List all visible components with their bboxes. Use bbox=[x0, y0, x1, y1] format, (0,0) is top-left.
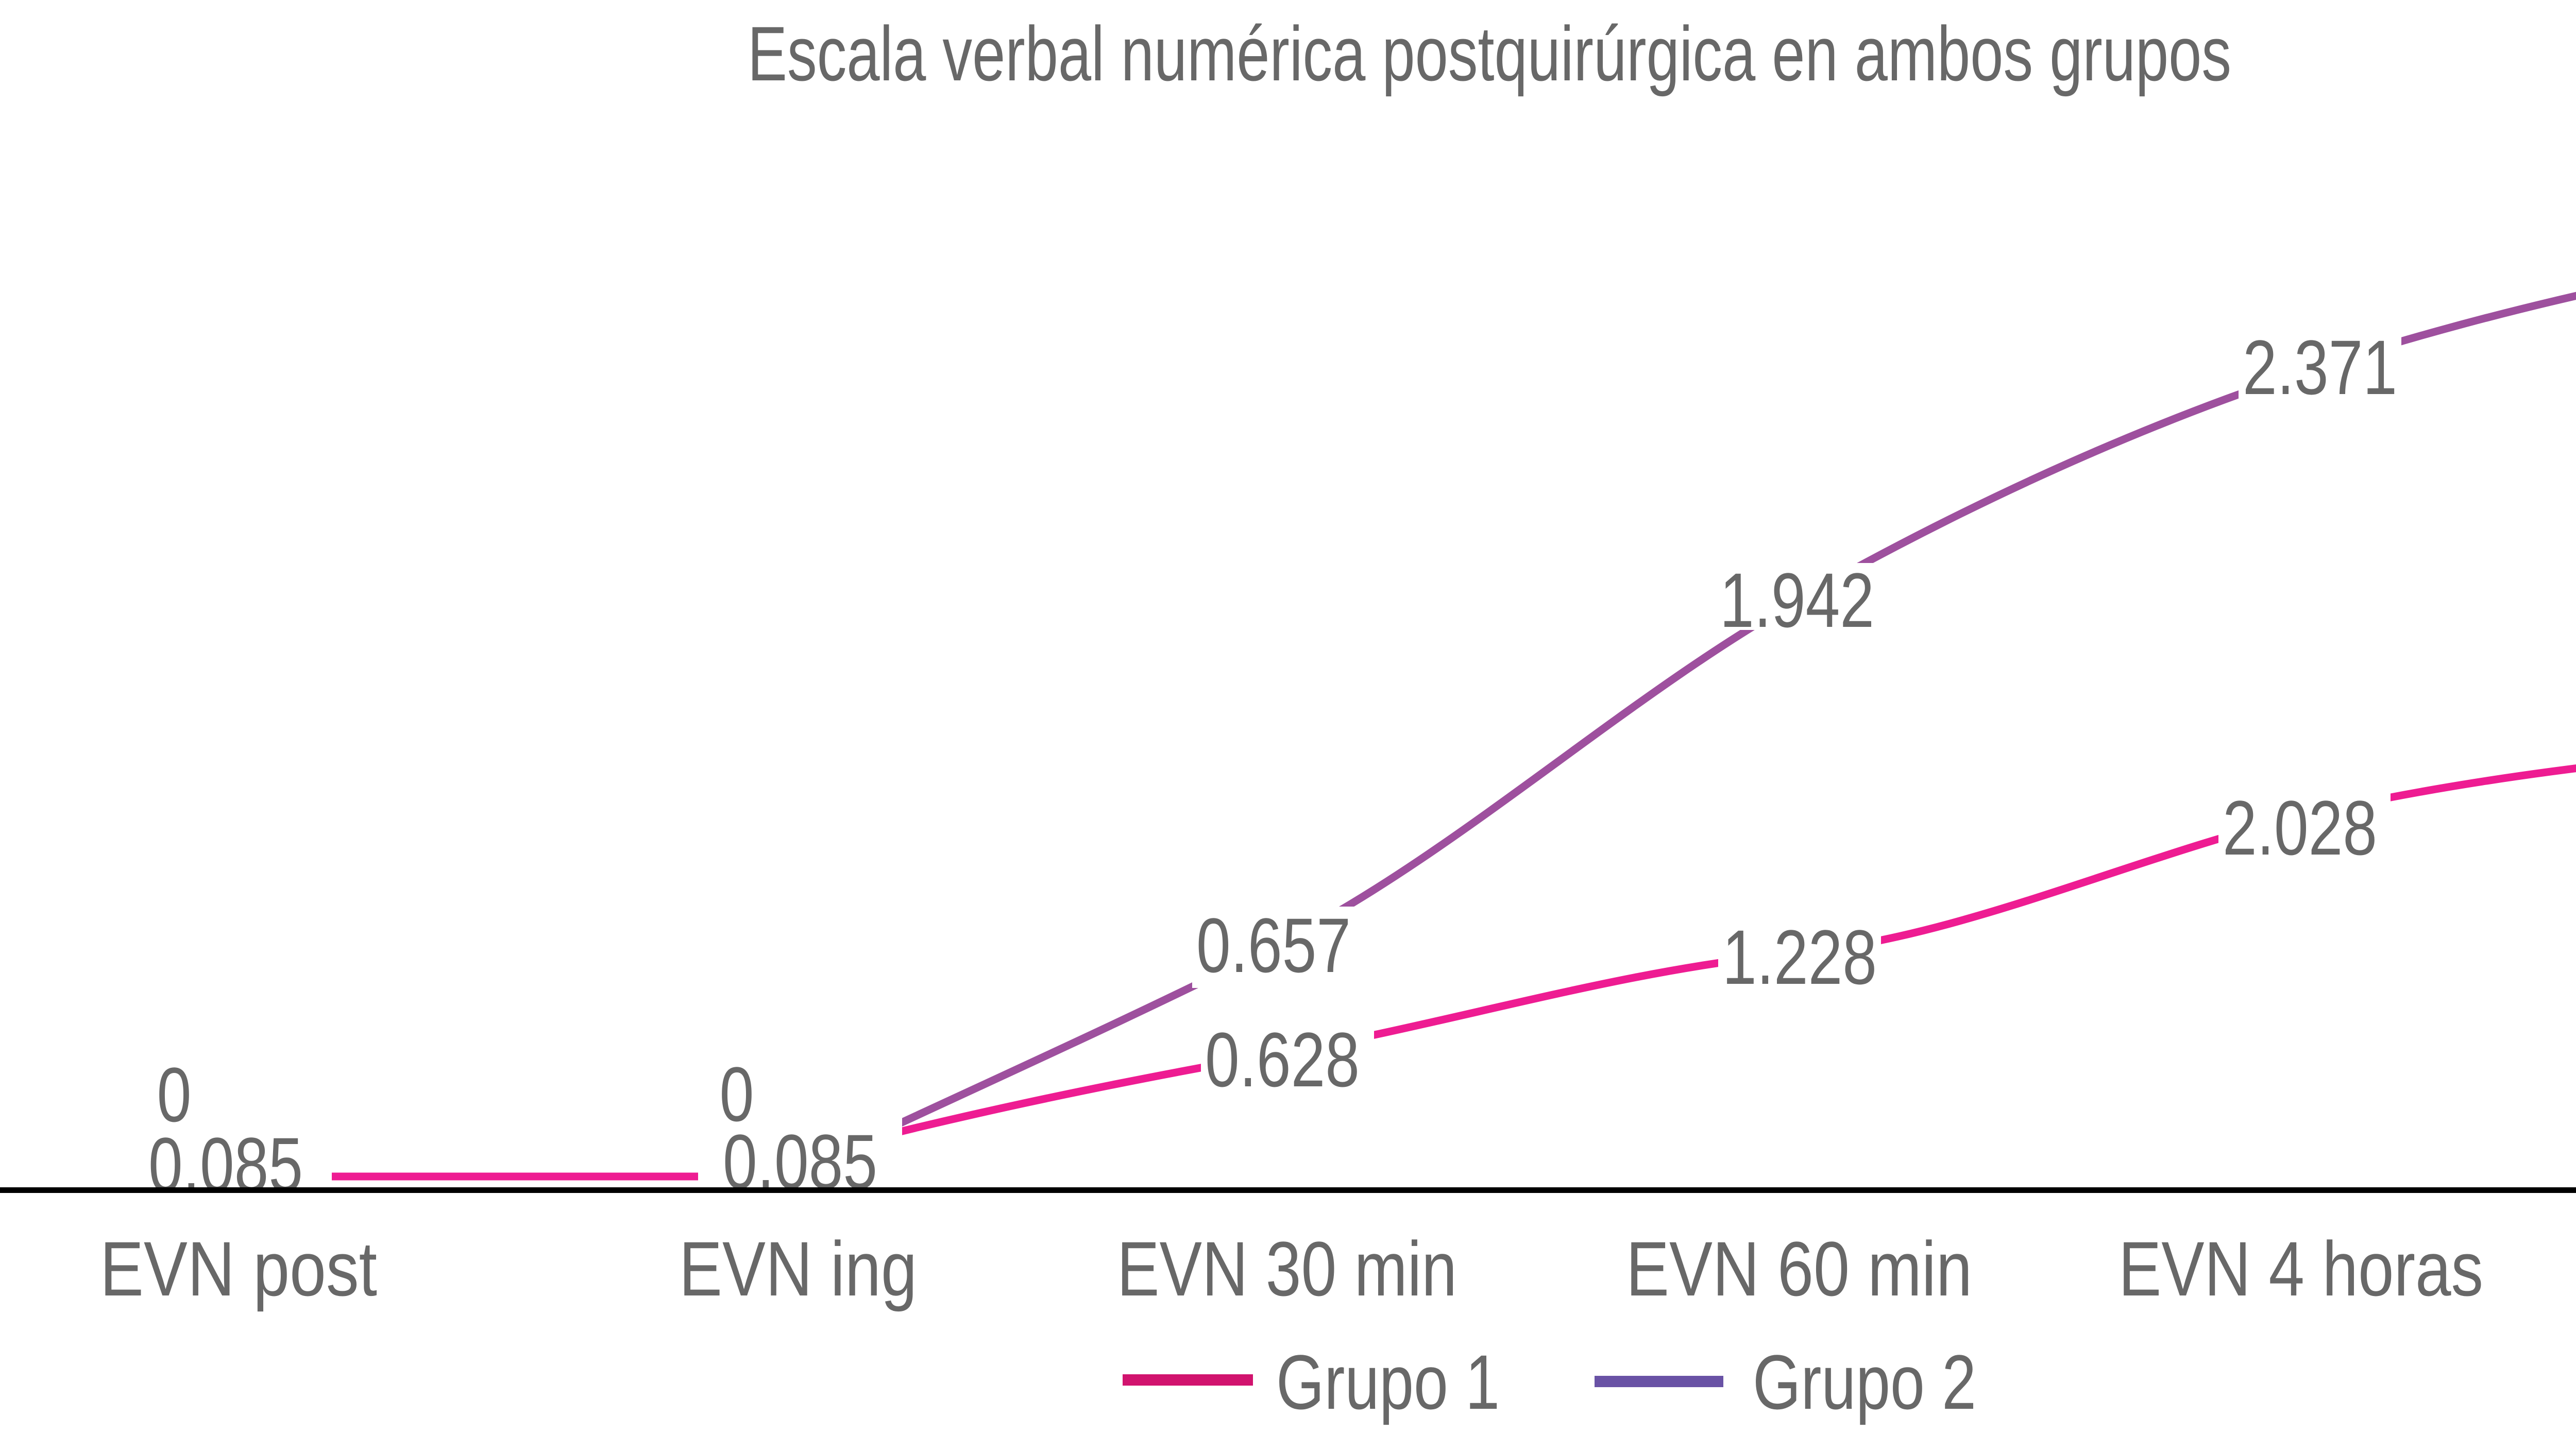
svg-text:0.657: 0.657 bbox=[1196, 902, 1351, 988]
svg-text:EVN post: EVN post bbox=[100, 1225, 377, 1312]
svg-text:2.371: 2.371 bbox=[2243, 324, 2397, 411]
svg-text:0.085: 0.085 bbox=[148, 1121, 303, 1208]
svg-text:0: 0 bbox=[720, 1051, 754, 1137]
svg-text:0.628: 0.628 bbox=[1205, 1016, 1360, 1103]
svg-text:0: 0 bbox=[157, 1051, 192, 1138]
svg-text:EVN 60 min: EVN 60 min bbox=[1626, 1225, 1972, 1312]
svg-text:1.942: 1.942 bbox=[1720, 557, 1874, 643]
svg-text:Grupo 1: Grupo 1 bbox=[1276, 1339, 1500, 1425]
svg-text:Grupo 2: Grupo 2 bbox=[1753, 1339, 1976, 1425]
svg-text:Escala verbal numérica postqui: Escala verbal numérica postquirúrgica en… bbox=[748, 10, 2231, 97]
svg-text:1.228: 1.228 bbox=[1722, 914, 1877, 1000]
svg-text:2.028: 2.028 bbox=[2223, 784, 2377, 871]
svg-text:EVN 30 min: EVN 30 min bbox=[1117, 1225, 1457, 1312]
svg-text:EVN 4 horas: EVN 4 horas bbox=[2119, 1225, 2483, 1312]
svg-text:EVN ing: EVN ing bbox=[679, 1225, 917, 1312]
